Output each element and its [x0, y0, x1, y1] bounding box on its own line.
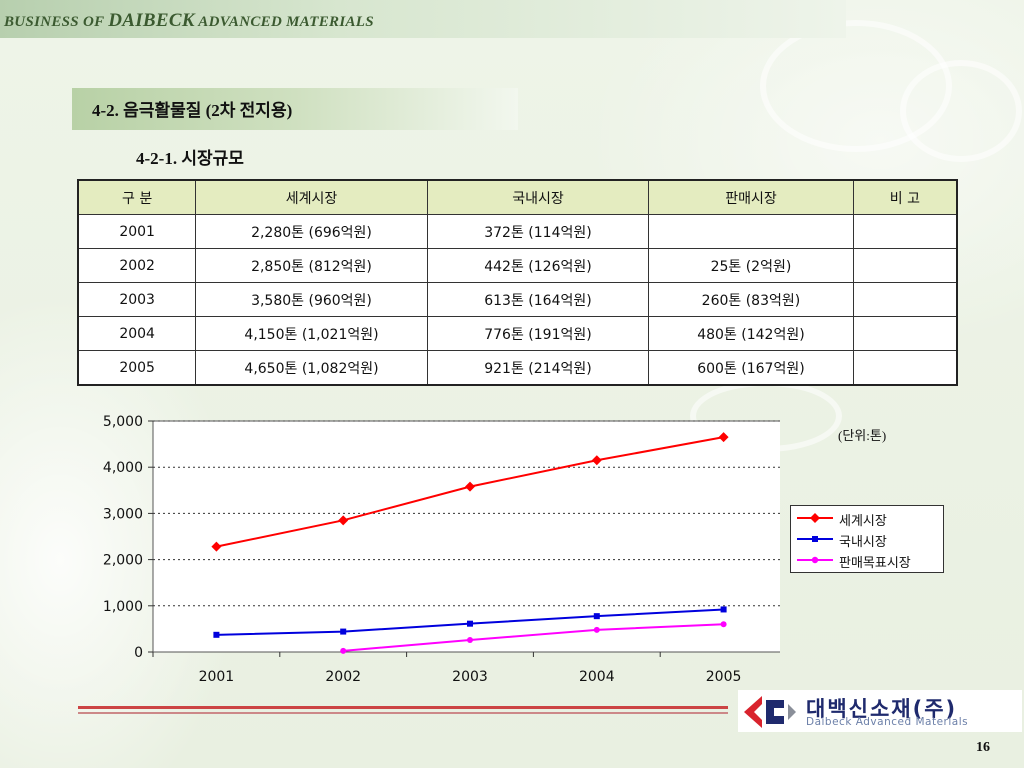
legend-item-domestic: 국내시장	[797, 529, 947, 550]
section-title: 4-2. 음극활물질 (2차 전지용)	[92, 101, 293, 120]
table-cell: 372톤 (114억원)	[426, 214, 650, 249]
table-cell: 2,850톤 (812억원)	[195, 248, 428, 283]
series-line-2	[343, 623, 724, 652]
table-cell: 776톤 (191억원)	[426, 316, 650, 351]
y-tick-label: 4,000	[103, 460, 143, 476]
table-cell: 480톤 (142억원)	[648, 316, 854, 351]
data-point-2	[720, 621, 727, 628]
market-line-chart: 0 1,000 2,000 3,000 4,000 5,000 2001 2002 2003 20…	[103, 414, 780, 685]
table-cell	[852, 248, 958, 283]
table-cell: 260톤 (83억원)	[648, 282, 854, 317]
data-point-1	[593, 613, 600, 620]
legend-item-world: 세계시장	[797, 508, 947, 529]
legend-label-sales-target: 판매목표시장	[839, 556, 911, 571]
header-bar: BUSINESS OF DAIBECK ADVANCED MATERIALS	[0, 0, 846, 38]
brand-suffix: ADVANCED MATERIALS	[194, 14, 374, 30]
y-tick-label: 3,000	[103, 506, 143, 522]
header-world-market: 세계시장	[195, 179, 428, 215]
table-cell: 2,280톤 (696억원)	[195, 214, 428, 249]
table-cell: 4,650톤 (1,082억원)	[195, 350, 428, 386]
table-row: 2001 2,280톤 (696억원) 372톤 (114억원)	[77, 214, 958, 249]
legend-item-sales-target: 판매목표시장	[797, 550, 947, 571]
table-cell: 921톤 (214억원)	[426, 350, 650, 386]
data-point-1	[467, 620, 473, 627]
data-point-0	[338, 515, 349, 526]
legend-label-world: 세계시장	[839, 514, 887, 529]
table-cell: 2002	[77, 248, 197, 283]
table-cell: 25톤 (2억원)	[648, 248, 854, 283]
table-cell	[852, 214, 958, 249]
y-tick-label: 1,000	[103, 599, 143, 615]
table-cell: 2003	[77, 282, 197, 317]
data-point-1	[213, 631, 220, 638]
company-logo-icon	[744, 696, 796, 728]
data-point-0	[211, 541, 222, 552]
footer-rule-thin	[78, 712, 728, 714]
table-cell: 2005	[77, 350, 197, 386]
table-cell	[852, 282, 958, 317]
data-point-2	[467, 636, 473, 643]
table-cell: 3,580톤 (960억원)	[195, 282, 428, 317]
sub-section-title: 4-2-1. 시장규모	[136, 149, 244, 168]
decorative-swirl	[900, 60, 1022, 162]
table-header-row: 구 분 세계시장 국내시장 판매시장 비 고	[77, 179, 958, 215]
y-tick-label: 0	[134, 645, 143, 661]
brand-prefix: BUSINESS OF	[4, 14, 109, 30]
x-tick-label: 2001	[199, 669, 235, 685]
footer-rule	[78, 706, 728, 709]
table-cell: 2004	[77, 316, 197, 351]
header-category: 구 분	[77, 179, 197, 215]
brand-title: BUSINESS OF DAIBECK ADVANCED MATERIALS	[4, 10, 374, 32]
page-number: 16	[976, 740, 990, 755]
legend-marker-sales-target	[797, 556, 833, 564]
table-row: 2005 4,650톤 (1,082억원) 921톤 (214억원) 600톤 …	[77, 350, 958, 386]
table-cell	[852, 350, 958, 386]
company-logo: 대백신소재(주) Daibeck Advanced Materials	[738, 690, 1022, 732]
legend-marker-domestic	[797, 536, 833, 542]
x-tick-label: 2003	[452, 669, 488, 685]
data-point-2	[593, 626, 600, 633]
table-cell	[648, 214, 854, 249]
table-row: 2002 2,850톤 (812억원) 442톤 (126억원) 25톤 (2억…	[77, 248, 958, 283]
table-cell: 4,150톤 (1,021억원)	[195, 316, 428, 351]
plot-area	[152, 420, 780, 653]
table-cell: 613톤 (164억원)	[426, 282, 650, 317]
data-point-1	[340, 628, 347, 635]
x-tick-label: 2004	[579, 669, 615, 685]
y-tick-label: 2,000	[103, 553, 143, 569]
header-domestic-market: 국내시장	[426, 179, 650, 215]
table-cell	[852, 316, 958, 351]
header-sales-market: 판매시장	[648, 179, 854, 215]
x-tick-label: 2002	[325, 669, 361, 685]
table-cell: 600톤 (167억원)	[648, 350, 854, 386]
header-remarks: 비 고	[852, 179, 958, 215]
data-point-2	[340, 647, 347, 654]
chart-legend: 세계시장 국내시장 판매목표시장	[790, 505, 944, 573]
market-size-table: 구 분 세계시장 국내시장 판매시장 비 고 2001 2,280톤 (696억…	[77, 179, 958, 386]
company-name-korean: 대백신소재(주)	[806, 697, 958, 721]
brand-name: DAIBECK	[108, 10, 195, 31]
x-tick-label: 2005	[706, 669, 742, 685]
table-row: 2004 4,150톤 (1,021억원) 776톤 (191억원) 480톤 …	[77, 316, 958, 351]
table-row: 2003 3,580톤 (960억원) 613톤 (164억원) 260톤 (8…	[77, 282, 958, 317]
data-point-0	[718, 432, 729, 443]
company-name-english: Daibeck Advanced Materials	[806, 716, 969, 728]
legend-marker-world	[797, 513, 833, 523]
section-title-bar	[72, 88, 518, 130]
table-cell: 2001	[77, 214, 197, 249]
data-point-0	[465, 481, 475, 492]
legend-label-domestic: 국내시장	[839, 535, 887, 550]
table-cell: 442톤 (126억원)	[426, 248, 650, 283]
data-point-0	[591, 455, 602, 466]
data-point-1	[720, 606, 727, 613]
y-tick-label: 5,000	[103, 414, 143, 430]
unit-label: (단위:톤)	[838, 428, 887, 443]
